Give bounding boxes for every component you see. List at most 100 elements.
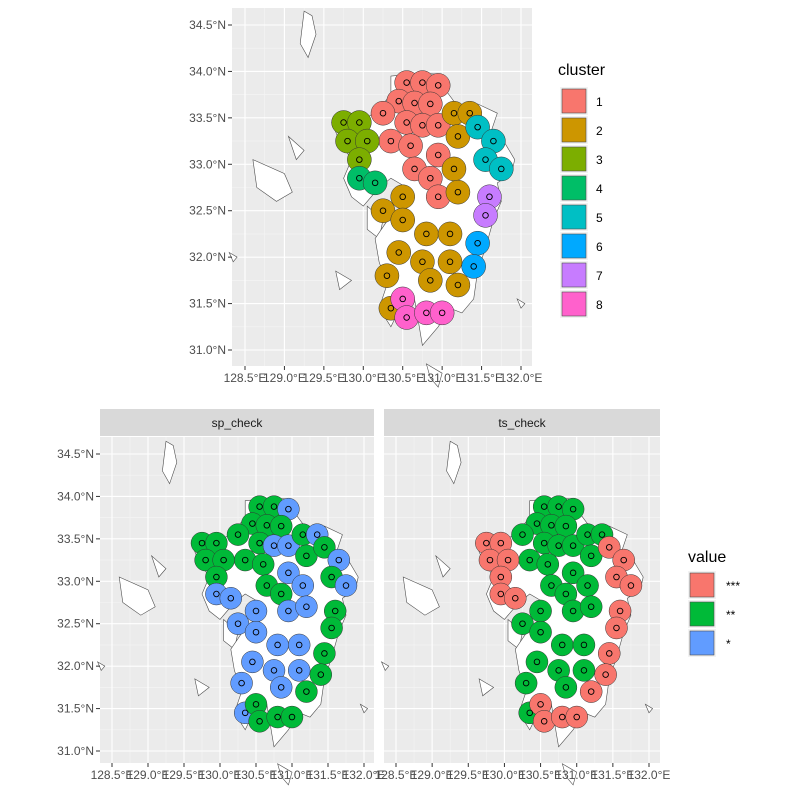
cluster-station-point [356, 119, 363, 126]
lon-tick-label: 130.0°E [342, 371, 385, 385]
cluster-station-point [434, 151, 442, 159]
cluster-station-point [423, 309, 430, 317]
lon-tick-label: 129.0°E [263, 371, 306, 385]
cluster-station-point [454, 188, 462, 196]
cluster-station-point [387, 137, 395, 145]
lon-tick-label: 131.5°E [591, 768, 634, 782]
lon-tick-label: 132.0°E [343, 768, 386, 782]
cluster-buffer-polygon [414, 221, 439, 247]
cluster-station-point [387, 304, 395, 312]
ts-station-point [497, 573, 505, 581]
cluster-legend-label: 6 [596, 240, 603, 254]
sp-station-point [299, 582, 307, 589]
ts-buffer-polygon [597, 642, 621, 665]
island-outline [277, 763, 293, 786]
ts-buffer-polygon [554, 676, 578, 699]
cluster-station-point [356, 174, 363, 182]
island-outline [561, 763, 578, 786]
lat-tick-label: 34.5°N [57, 447, 94, 461]
value-legend-swatch [689, 630, 715, 656]
lat-tick-label: 34.0°N [189, 64, 226, 78]
ts-station-point [562, 522, 570, 530]
lon-tick-label: 131.0°E [421, 371, 464, 385]
island-outline [299, 10, 317, 59]
cluster-legend-label: 5 [596, 211, 603, 225]
cluster-station-point [344, 137, 351, 145]
cluster-buffer-polygon [461, 254, 486, 279]
ts-buffer-polygon [525, 650, 549, 674]
sp-buffer-polygon [291, 574, 315, 597]
ts-strip-background [384, 409, 660, 436]
cluster-station-point [399, 216, 406, 224]
lat-tick-label: 33.0°N [57, 574, 94, 588]
ts-station-point [605, 650, 613, 657]
sp-buffer-polygon [334, 574, 358, 597]
sp-station-point [277, 522, 285, 530]
cluster-legend-swatch [561, 291, 587, 317]
cluster-legend: cluster 1 2 3 4 5 6 7 8 [558, 62, 606, 318]
ts-buffer-polygon [619, 574, 643, 597]
ts-station-point [512, 595, 519, 602]
sp-station-point [220, 556, 227, 564]
cluster-station-point [403, 119, 410, 126]
cluster-station-point [419, 122, 426, 129]
lat-tick-label: 33.5°N [189, 111, 226, 125]
ts-station-point [540, 718, 548, 725]
lat-tick-label: 31.5°N [57, 702, 94, 716]
ts-station-point [620, 556, 627, 564]
ts-strip-label: ts_check [498, 416, 546, 430]
island-outline [194, 678, 210, 697]
cluster-buffer-polygon [445, 179, 471, 205]
sp-station-point [256, 539, 263, 547]
ts-check-panel: ts_check [380, 409, 660, 786]
sp-buffer-polygon [251, 553, 275, 576]
lat-tick-label: 32.0°N [189, 250, 226, 264]
ts-station-point [580, 667, 588, 674]
cluster-buffer-polygon [386, 240, 412, 265]
island-outline [435, 554, 451, 578]
ts-station-point [555, 542, 562, 549]
lat-tick-label: 33.0°N [189, 157, 226, 171]
sp-buffer-polygon [230, 671, 253, 695]
ts-station-point [555, 503, 562, 510]
ts-station-point [616, 607, 624, 615]
sp-station-point [270, 503, 278, 510]
ts-station-point [483, 539, 490, 547]
cluster-station-point [427, 277, 434, 284]
sp-station-point [263, 522, 271, 529]
cluster-buffer-polygon [418, 91, 443, 117]
ts-station-point [587, 688, 595, 695]
lon-tick-label: 129.5°E [163, 768, 206, 782]
sp-station-point [234, 620, 242, 627]
island-outline [425, 363, 443, 388]
ts-station-point [613, 573, 620, 581]
island-outline [478, 678, 495, 697]
lon-tick-label: 131.5°E [460, 371, 503, 385]
ts-station-point [598, 531, 606, 538]
ts-station-point [497, 590, 505, 598]
cluster-legend-label: 8 [596, 298, 603, 312]
ts-station-point [602, 671, 609, 678]
cluster-station-point [446, 258, 454, 266]
cluster-station-point [490, 137, 497, 145]
lat-tick-label: 32.0°N [57, 659, 94, 673]
ts-station-point [569, 569, 577, 577]
lon-tick-label: 130.5°E [235, 768, 278, 782]
sp-check-panel: sp_check [96, 409, 374, 786]
ts-station-point [497, 539, 505, 547]
top-cluster-marks [331, 70, 514, 330]
sp-buffer-polygon [287, 633, 311, 657]
cluster-station-point [486, 193, 493, 201]
ts-buffer-polygon [579, 595, 603, 618]
ts-station-point [555, 667, 562, 674]
top-map-panel: 34.5°N 34.0°N 33.5°N 33.0°N 32.5°N 32.0°N 31.5… [189, 8, 542, 388]
island-outline [335, 270, 353, 291]
sp-buffer-polygon [244, 599, 268, 623]
island-outline [516, 298, 526, 309]
cluster-station-point [411, 165, 418, 173]
cluster-buffer-polygon [465, 230, 490, 256]
lon-tick-label: 130.5°E [519, 768, 562, 782]
cluster-station-point [395, 249, 403, 256]
lon-tick-label: 129.5°E [302, 371, 345, 385]
value-legend: value ****** [688, 549, 740, 657]
